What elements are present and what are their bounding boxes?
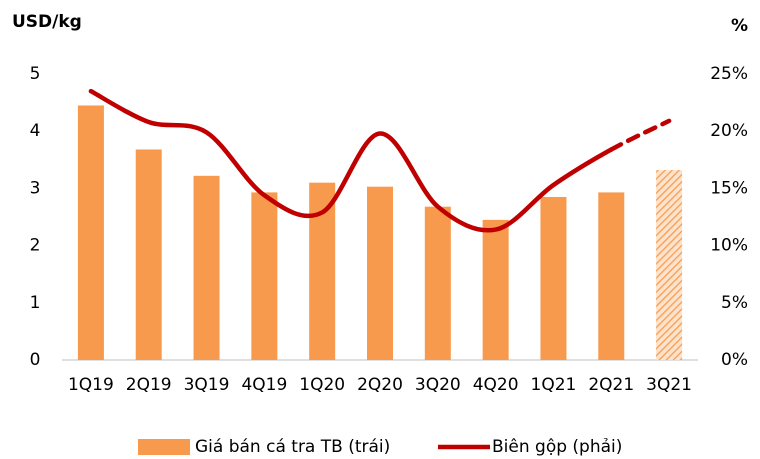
legend-label: Biên gộp (phải) [492,437,622,457]
y-tick-label: 4 [30,121,41,141]
y-tick-label: 0 [30,350,41,370]
y-tick-label: 2 [30,236,41,256]
x-tick-label: 1Q20 [299,375,345,395]
bar [77,105,104,361]
bar [193,175,220,360]
legend-swatch [138,439,190,455]
y2-tick-label: 10% [710,236,748,256]
line [88,88,614,233]
legend-label: Giá bán cá tra TB (trái) [195,437,390,457]
y2-axis-label: % [731,16,748,36]
y2-tick-label: 15% [710,178,748,198]
x-tick-label: 3Q19 [184,375,230,395]
x-tick-label: 3Q21 [646,375,692,395]
x-tick-label: 1Q19 [68,375,114,395]
x-tick-label: 2Q21 [588,375,634,395]
bar [367,186,393,360]
bar [135,149,162,360]
bar [251,192,278,360]
y-tick-label: 1 [30,293,41,313]
x-tick-label: 4Q19 [241,375,287,395]
y-tick-label: 5 [30,64,41,84]
x-tick-label: 1Q21 [531,375,577,395]
x-tick-label: 4Q20 [473,375,519,395]
bar [482,219,509,360]
y2-tick-label: 25% [710,64,748,84]
y2-tick-label: 20% [710,121,748,141]
bar [424,206,451,360]
line-projected [609,118,672,152]
x-tick-label: 3Q20 [415,375,461,395]
bar [540,196,567,360]
y2-tick-label: 0% [721,350,748,370]
bar [656,170,683,360]
y-tick-label: 3 [30,178,41,198]
y-axis-label: USD/kg [12,12,82,32]
bar [309,182,336,360]
y2-tick-label: 5% [721,293,748,313]
x-tick-label: 2Q20 [357,375,403,395]
bar [598,192,625,360]
x-tick-label: 2Q19 [126,375,172,395]
